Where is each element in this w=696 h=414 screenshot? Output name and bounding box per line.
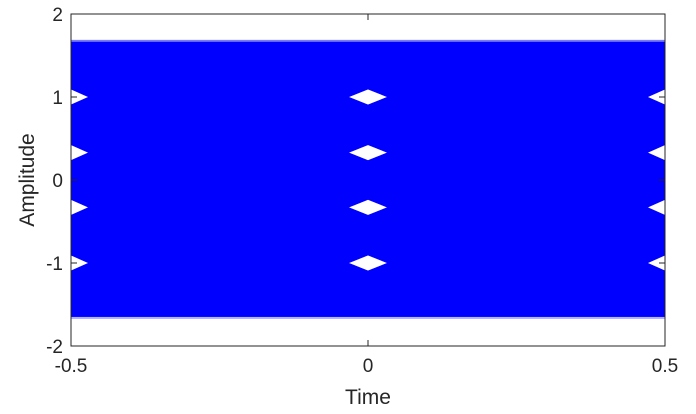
y-tick-label: -1 [46,254,63,275]
plot-area [70,39,666,319]
y-tick-label: 0 [52,171,63,192]
eye-envelope [71,41,665,317]
y-axis-label: Amplitude [16,133,39,226]
x-tick-label: -0.5 [55,356,88,377]
eye-opening-1-3 [346,88,390,106]
eye-opening-1-2 [346,144,390,162]
x-tick-label: 0.5 [652,356,678,377]
y-tick-label: -2 [46,337,63,358]
eye-opening-1-0 [346,254,390,272]
tick-labels: -0.5 0 0.5 -2 -1 0 1 2 [46,5,678,377]
y-tick-label: 1 [52,88,63,109]
plot-frame [70,13,666,347]
y-tick-label: 2 [52,5,63,26]
eye-opening-1-1 [346,198,390,216]
x-tick-label: 0 [363,356,374,377]
x-axis-label: Time [345,386,391,409]
